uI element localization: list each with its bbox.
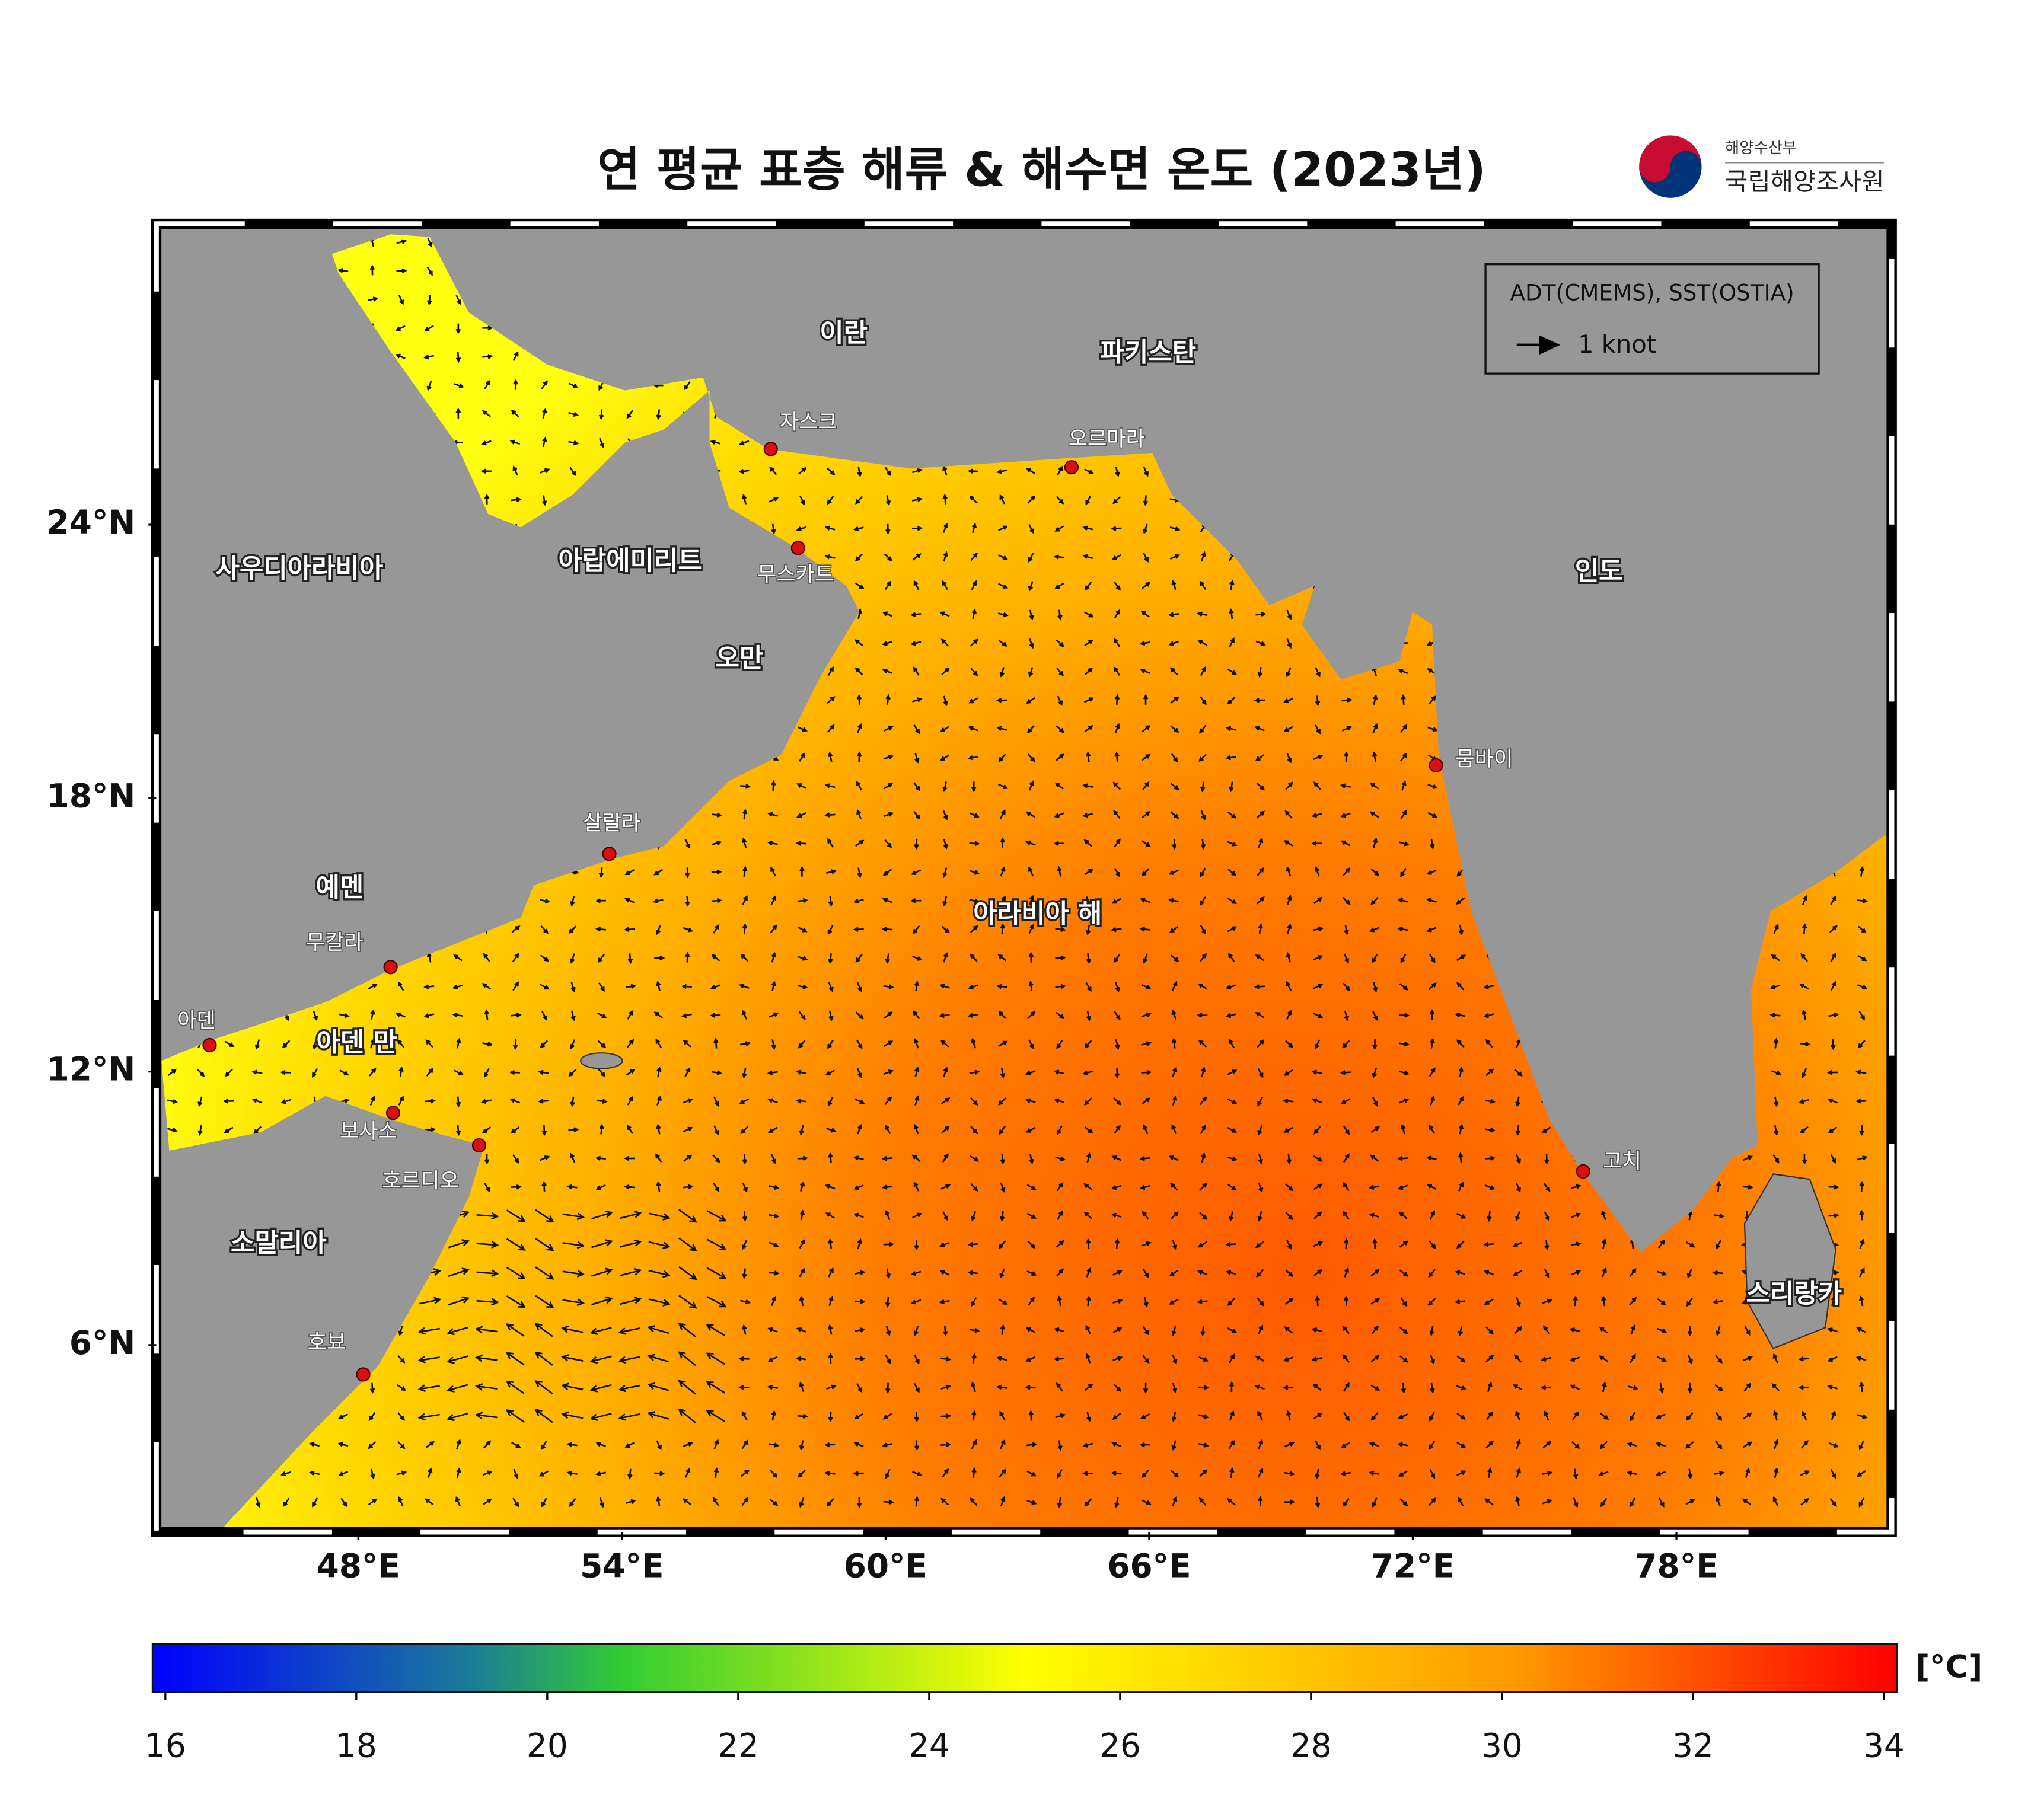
region-label: 아랍에미리트 xyxy=(558,545,702,576)
city-label: 살랄라 xyxy=(583,811,640,835)
socotra xyxy=(580,1052,623,1069)
y-tick-label: 18°N xyxy=(47,777,136,815)
region-label: 사우디아라비아 xyxy=(216,554,384,584)
city-label: 무칼라 xyxy=(306,931,364,955)
colorbar-tick-label: 18 xyxy=(336,1727,377,1765)
region-label: 스리랑카 xyxy=(1746,1279,1842,1309)
colorbar xyxy=(151,1643,1898,1693)
colorbar-tick-label: 34 xyxy=(1863,1727,1905,1765)
region-label: 아라비아 해 xyxy=(973,898,1102,928)
logo: 해양수산부 국립해양조사원 xyxy=(1639,135,1885,198)
region-label: 이란 xyxy=(820,318,868,348)
city-marker xyxy=(1576,1164,1590,1179)
city-marker xyxy=(383,960,398,975)
y-tick-label: 6°N xyxy=(69,1324,136,1362)
city-label: 보사소 xyxy=(340,1119,397,1144)
city-marker xyxy=(763,442,778,456)
colorbar-tick-label: 32 xyxy=(1672,1727,1714,1765)
y-tick-label: 24°N xyxy=(47,503,136,541)
colorbar-tick-label: 28 xyxy=(1290,1727,1332,1765)
logo-ministry: 해양수산부 xyxy=(1725,139,1797,157)
region-label: 인도 xyxy=(1575,556,1623,586)
legend-source: ADT(CMEMS), SST(OSTIA) xyxy=(1510,280,1794,306)
colorbar-tick-label: 26 xyxy=(1099,1727,1141,1765)
city-label: 뭄바이 xyxy=(1455,747,1513,771)
chart-title: 연 평균 표층 해류 & 해수면 온도 (2023년) xyxy=(597,142,1486,197)
colorbar-tick-label: 16 xyxy=(145,1727,186,1765)
map-frame-dash xyxy=(154,221,1895,1535)
city-label: 무스카트 xyxy=(757,562,834,586)
city-label: 자스크 xyxy=(780,410,837,435)
city-marker xyxy=(1064,460,1079,475)
x-tick-label: 66°E xyxy=(1107,1547,1191,1585)
city-label: 오르마라 xyxy=(1069,427,1145,451)
region-label: 파키스탄 xyxy=(1101,337,1197,368)
logo-emblem-blue xyxy=(1639,151,1702,198)
x-tick-label: 60°E xyxy=(844,1547,927,1585)
city-marker xyxy=(1429,758,1443,773)
city-label: 호르디오 xyxy=(382,1169,459,1193)
map-area xyxy=(161,229,1887,1527)
y-tick-label: 12°N xyxy=(47,1051,136,1088)
colorbar-tick-label: 30 xyxy=(1481,1727,1523,1765)
x-tick-label: 54°E xyxy=(580,1547,664,1585)
x-tick-label: 78°E xyxy=(1634,1547,1718,1585)
region-label: 소말리아 xyxy=(231,1228,327,1258)
legend-box: ADT(CMEMS), SST(OSTIA) 1 knot xyxy=(1484,263,1820,375)
region-label: 예멘 xyxy=(316,873,364,903)
ocean-sst xyxy=(161,234,1887,1527)
x-tick-label: 72°E xyxy=(1371,1547,1455,1585)
colorbar-tick-label: 20 xyxy=(527,1727,568,1765)
legend-scale: 1 knot xyxy=(1578,330,1656,359)
city-label: 아덴 xyxy=(177,1008,216,1033)
city-marker xyxy=(356,1367,371,1382)
logo-agency: 국립해양조사원 xyxy=(1725,167,1885,196)
colorbar-unit: [°C] xyxy=(1915,1649,1982,1685)
city-label: 호뵤 xyxy=(308,1330,346,1355)
city-marker xyxy=(202,1037,217,1053)
region-label: 오만 xyxy=(716,643,764,673)
legend-arrow xyxy=(1516,335,1561,355)
city-marker xyxy=(790,541,805,555)
city-marker xyxy=(385,1106,401,1120)
city-marker xyxy=(471,1138,487,1153)
region-label: 아덴 만 xyxy=(316,1027,397,1058)
x-tick-label: 48°E xyxy=(317,1547,400,1585)
colorbar-tick-label: 24 xyxy=(908,1727,950,1765)
city-marker xyxy=(602,847,617,861)
sri-lanka xyxy=(1743,1173,1836,1349)
legend-frame xyxy=(1484,263,1820,375)
colorbar-tick-label: 22 xyxy=(718,1727,759,1765)
city-label: 고치 xyxy=(1603,1150,1641,1174)
